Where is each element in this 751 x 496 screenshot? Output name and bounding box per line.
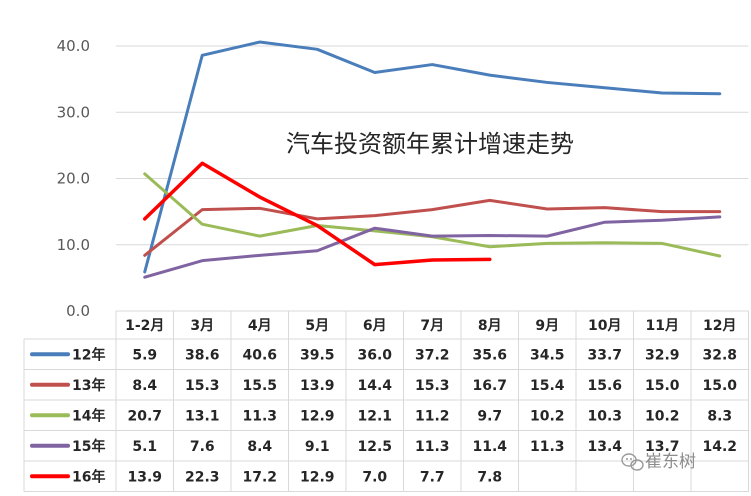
- data-label: 10.3: [587, 408, 622, 424]
- data-label: 32.9: [645, 347, 680, 363]
- data-label: 10.2: [645, 408, 680, 424]
- data-label: 36.0: [357, 347, 392, 363]
- data-label: 13.9: [127, 469, 162, 485]
- data-label: 14.4: [357, 378, 392, 394]
- series-line: [143, 161, 492, 267]
- data-label: 13.7: [645, 439, 680, 455]
- data-label: 7.6: [190, 439, 215, 455]
- data-label: 8.3: [707, 408, 732, 424]
- y-tick-label: 10.0: [57, 236, 90, 254]
- data-label: 11.2: [415, 408, 450, 424]
- wechat-icon: [621, 453, 644, 471]
- data-label: 37.2: [415, 347, 450, 363]
- x-tick-label: 11月: [646, 318, 679, 334]
- data-label: 34.5: [530, 347, 565, 363]
- y-tick-label: 40.0: [57, 37, 90, 55]
- data-label: 7.7: [420, 469, 445, 485]
- data-label: 12.1: [357, 408, 392, 424]
- data-label: 13.9: [300, 378, 335, 394]
- data-label: 11.3: [242, 408, 277, 424]
- y-tick-label: 30.0: [57, 103, 90, 121]
- x-tick-label: 5月: [305, 318, 329, 334]
- data-label: 11.4: [472, 439, 507, 455]
- data-label: 12.9: [300, 469, 335, 485]
- data-label: 39.5: [300, 347, 335, 363]
- data-label: 7.8: [477, 469, 502, 485]
- legend-label: 13年: [72, 377, 105, 394]
- x-tick-label: 10月: [588, 318, 621, 334]
- data-label: 15.0: [702, 378, 737, 394]
- data-label: 15.3: [415, 378, 450, 394]
- data-label: 20.7: [127, 408, 162, 424]
- data-label: 11.3: [530, 439, 565, 455]
- data-label: 33.7: [587, 347, 622, 363]
- data-label: 35.6: [472, 347, 507, 363]
- legend-label: 15年: [72, 438, 105, 455]
- x-tick-label: 9月: [535, 318, 559, 334]
- data-label: 16.7: [472, 378, 507, 394]
- data-label: 15.5: [242, 378, 277, 394]
- x-tick-label: 8月: [478, 318, 502, 334]
- data-label: 15.3: [185, 378, 220, 394]
- data-label: 12.9: [300, 408, 335, 424]
- legend-label: 12年: [72, 346, 105, 363]
- data-label: 14.2: [702, 439, 737, 455]
- data-label: 10.2: [530, 408, 565, 424]
- data-label: 40.6: [242, 347, 277, 363]
- x-tick-label: 3月: [190, 318, 214, 334]
- data-label: 9.7: [477, 408, 502, 424]
- series-line: [143, 215, 722, 279]
- data-label: 15.4: [530, 378, 565, 394]
- series-line: [143, 198, 722, 257]
- data-label: 8.4: [247, 439, 272, 455]
- series-line: [143, 40, 722, 274]
- y-tick-label: 20.0: [57, 170, 90, 188]
- data-label: 9.1: [305, 439, 330, 455]
- x-tick-label: 4月: [248, 318, 272, 334]
- data-label: 8.4: [132, 378, 157, 394]
- data-label: 12.5: [357, 439, 392, 455]
- data-label: 38.6: [185, 347, 220, 363]
- data-label: 5.1: [132, 439, 157, 455]
- x-tick-label: 7月: [420, 318, 444, 334]
- data-label: 11.3: [415, 439, 450, 455]
- data-label: 13.1: [185, 408, 220, 424]
- watermark: 崔东树: [621, 452, 696, 472]
- x-tick-label: 6月: [363, 318, 387, 334]
- series-line: [143, 172, 722, 258]
- data-label: 13.4: [587, 439, 622, 455]
- legend-label: 16年: [72, 468, 105, 485]
- data-label: 5.9: [132, 347, 157, 363]
- x-tick-label: 12月: [703, 318, 736, 334]
- chart-title: 汽车投资额年累计增速走势: [286, 130, 574, 158]
- y-tick-label: 0.0: [66, 302, 90, 320]
- x-tick-label: 1-2月: [125, 318, 164, 334]
- data-label: 15.0: [645, 378, 680, 394]
- data-label: 32.8: [702, 347, 737, 363]
- data-label: 17.2: [242, 469, 277, 485]
- data-label: 15.6: [587, 378, 622, 394]
- legend-label: 14年: [72, 407, 105, 424]
- data-label: 22.3: [185, 469, 220, 485]
- data-label: 7.0: [362, 469, 387, 485]
- watermark-text: 崔东树: [645, 452, 696, 472]
